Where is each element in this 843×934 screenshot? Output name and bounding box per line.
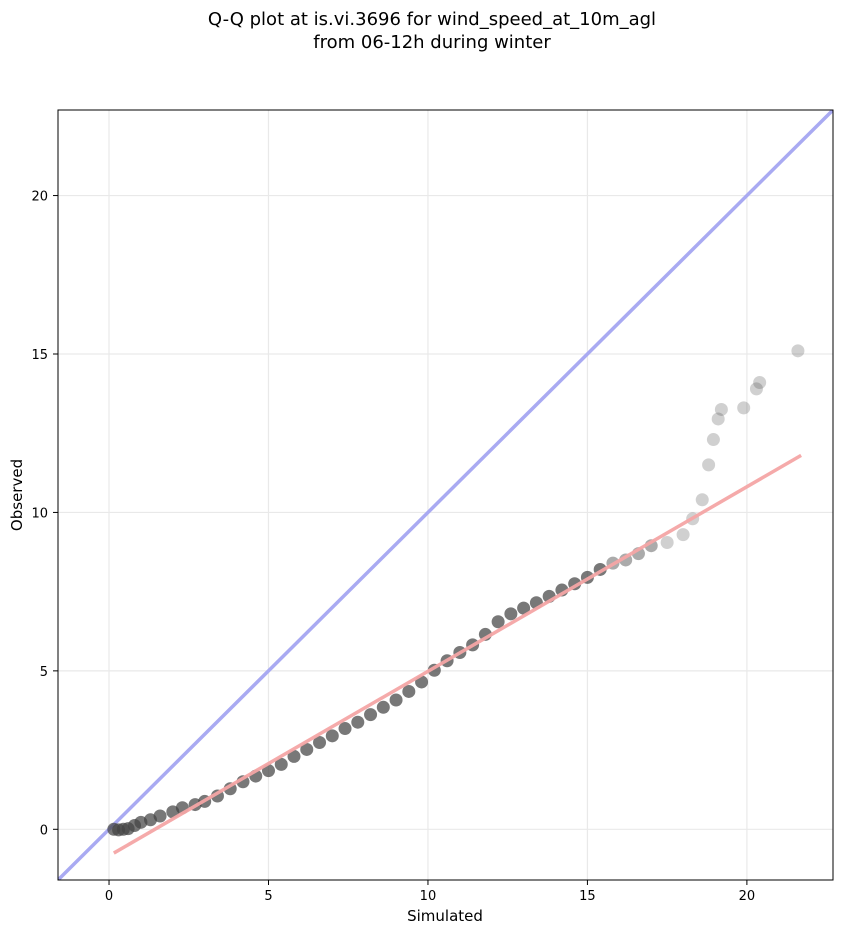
quantile-point <box>702 458 716 472</box>
y-axis-label: Observed <box>8 459 26 531</box>
x-tick-label: 20 <box>739 889 756 904</box>
quantile-point <box>706 433 720 447</box>
quantile-point <box>737 401 751 415</box>
regression-fit-line <box>112 453 802 855</box>
quantile-point <box>351 715 365 729</box>
y-axis-ticks: 0 5 10 15 20 <box>31 190 58 838</box>
quantile-point <box>504 607 518 621</box>
x-tick-label: 15 <box>579 889 596 904</box>
x-tick-label: 0 <box>105 889 113 904</box>
y-tick-label: 10 <box>31 506 48 521</box>
quantile-point <box>660 536 674 550</box>
quantile-point <box>325 729 339 743</box>
quantile-point <box>287 749 301 763</box>
x-tick-label: 5 <box>264 889 272 904</box>
grid-lines <box>58 110 833 880</box>
one-to-one-reference-line <box>58 110 833 880</box>
quantile-point <box>313 735 327 749</box>
x-axis-label: Simulated <box>407 907 483 925</box>
quantile-point <box>364 708 378 722</box>
quantile-point <box>517 601 531 615</box>
quantile-points <box>107 344 805 837</box>
quantile-point <box>749 382 763 396</box>
quantile-point <box>300 742 314 756</box>
x-axis-ticks: 0 5 10 15 20 <box>105 880 755 904</box>
quantile-point <box>338 722 352 736</box>
quantile-point <box>376 700 390 714</box>
quantile-point <box>711 412 725 426</box>
plot-frame <box>57 109 834 881</box>
quantile-point <box>695 493 709 507</box>
quantile-point <box>676 528 690 542</box>
y-tick-label: 0 <box>40 823 48 838</box>
quantile-point <box>791 344 805 358</box>
quantile-point <box>753 376 767 390</box>
y-tick-label: 20 <box>31 190 48 205</box>
x-tick-label: 10 <box>420 889 437 904</box>
quantile-point <box>389 693 403 707</box>
y-tick-label: 5 <box>40 665 48 680</box>
quantile-point <box>274 757 288 771</box>
quantile-point <box>491 615 505 629</box>
fit-line-layer <box>112 453 802 855</box>
reference-line-layer <box>58 110 833 880</box>
quantile-point <box>402 684 416 698</box>
y-tick-label: 15 <box>31 348 48 363</box>
chart-subtitle: from 06-12h during winter <box>313 32 551 53</box>
quantile-point <box>714 402 728 416</box>
chart-title: Q-Q plot at is.vi.3696 for wind_speed_at… <box>208 9 656 30</box>
quantile-point <box>153 809 167 823</box>
